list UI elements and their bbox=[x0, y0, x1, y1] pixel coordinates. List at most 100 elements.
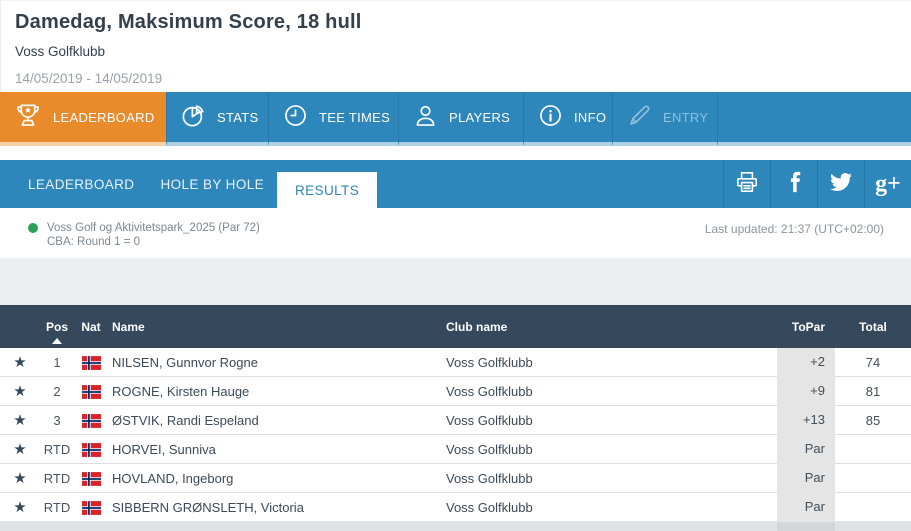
sort-asc-icon bbox=[52, 337, 62, 344]
club-name: Voss Golfklubb bbox=[446, 499, 533, 515]
club-name: Voss Golfklubb bbox=[446, 441, 533, 457]
course-name: Voss Golf og Aktivitetspark_2025 (Par 72… bbox=[47, 222, 260, 234]
page-title: Damedag, Maksimum Score, 18 hull bbox=[15, 11, 362, 33]
table-body: ★ 1 NILSEN, Gunnvor Rogne Voss Golfklubb… bbox=[0, 347, 911, 522]
last-updated: Last updated: 21:37 (UTC+02:00) bbox=[704, 222, 884, 236]
facebook-share-button[interactable] bbox=[770, 160, 817, 208]
googleplus-share-button[interactable]: g+ bbox=[864, 160, 911, 208]
col-topar[interactable]: ToPar bbox=[791, 319, 825, 334]
twitter-share-button[interactable] bbox=[817, 160, 864, 208]
nav-gap bbox=[0, 146, 911, 160]
subtab-results[interactable]: RESULTS bbox=[277, 172, 378, 208]
topar-cell: +2 bbox=[777, 347, 835, 377]
bottom-strip bbox=[0, 522, 911, 531]
table-row[interactable]: ★ RTD SIBBERN GRØNSLETH, Victoria Voss G… bbox=[0, 492, 911, 522]
tab-label: STATS bbox=[217, 109, 259, 125]
date-range: 14/05/2019 - 14/05/2019 bbox=[15, 71, 163, 86]
favorite-star-icon[interactable]: ★ bbox=[13, 469, 27, 487]
col-name[interactable]: Name bbox=[112, 319, 145, 334]
favorite-star-icon[interactable]: ★ bbox=[13, 382, 27, 400]
club-name: Voss Golfklubb bbox=[446, 412, 533, 428]
total-cell: 74 bbox=[865, 354, 881, 370]
position-cell: RTD bbox=[43, 499, 71, 515]
club-name: Voss Golfklubb bbox=[446, 383, 533, 399]
tab-label: PLAYERS bbox=[449, 109, 511, 125]
info-icon bbox=[537, 102, 564, 132]
club-name: Voss Golfklubb bbox=[446, 470, 533, 486]
table-row[interactable]: ★ RTD HORVEI, Sunniva Voss Golfklubb Par bbox=[0, 434, 911, 464]
col-nat[interactable]: Nat bbox=[81, 319, 101, 334]
favorite-star-icon[interactable]: ★ bbox=[13, 411, 27, 429]
col-total[interactable]: Total bbox=[859, 319, 887, 334]
tab-leaderboard[interactable]: LEADERBOARD bbox=[0, 92, 166, 146]
col-pos[interactable]: Pos bbox=[40, 320, 74, 344]
tab-players[interactable]: PLAYERS bbox=[398, 92, 523, 146]
norway-flag-icon bbox=[81, 384, 101, 399]
tab-label: ENTRY bbox=[663, 109, 709, 125]
tab-label: LEADERBOARD bbox=[53, 109, 155, 125]
table-row[interactable]: ★ 1 NILSEN, Gunnvor Rogne Voss Golfklubb… bbox=[0, 347, 911, 377]
table-header: Pos Nat Name Club name ToPar Total bbox=[0, 305, 911, 348]
player-name[interactable]: HOVLAND, Ingeborg bbox=[112, 470, 234, 486]
topar-cell: +13 bbox=[777, 405, 835, 435]
tab-stats[interactable]: STATS bbox=[166, 92, 268, 146]
position-cell: RTD bbox=[43, 470, 71, 486]
sub-nav-spacer bbox=[377, 160, 723, 208]
host-club-name: Voss Golfklubb bbox=[15, 44, 106, 59]
topar-cell: Par bbox=[777, 463, 835, 493]
tab-label: TEE TIMES bbox=[319, 109, 391, 125]
topar-cell: Par bbox=[777, 434, 835, 464]
player-name[interactable]: ØSTVIK, Randi Espeland bbox=[112, 412, 259, 428]
player-name[interactable]: SIBBERN GRØNSLETH, Victoria bbox=[112, 499, 304, 515]
total-cell: 81 bbox=[865, 383, 881, 399]
player-name[interactable]: ROGNE, Kirsten Hauge bbox=[112, 383, 250, 399]
printer-icon bbox=[734, 169, 760, 200]
twitter-icon bbox=[828, 171, 854, 198]
topar-column-shade bbox=[777, 522, 835, 531]
club-name: Voss Golfklubb bbox=[446, 354, 533, 370]
norway-flag-icon bbox=[81, 500, 101, 515]
position-cell: 1 bbox=[53, 354, 61, 370]
table-row[interactable]: ★ 3 ØSTVIK, Randi Espeland Voss Golfklub… bbox=[0, 405, 911, 435]
tournament-header: Damedag, Maksimum Score, 18 hull Voss Go… bbox=[0, 0, 911, 92]
tab-label: INFO bbox=[574, 109, 607, 125]
live-status-dot-icon bbox=[28, 223, 38, 233]
total-cell: 85 bbox=[865, 412, 881, 428]
cba-info: CBA: Round 1 = 0 bbox=[47, 236, 141, 248]
norway-flag-icon bbox=[81, 355, 101, 370]
tab-entry[interactable]: ENTRY bbox=[612, 92, 717, 146]
norway-flag-icon bbox=[81, 471, 101, 486]
favorite-star-icon[interactable]: ★ bbox=[13, 353, 27, 371]
position-cell: 3 bbox=[53, 412, 61, 428]
clock-icon bbox=[282, 102, 309, 132]
tab-tee-times[interactable]: TEE TIMES bbox=[268, 92, 398, 146]
favorite-star-icon[interactable]: ★ bbox=[13, 498, 27, 516]
position-cell: RTD bbox=[43, 441, 71, 457]
col-club[interactable]: Club name bbox=[446, 319, 508, 334]
main-nav: LEADERBOARD STATS TEE TIMES PLAYERS bbox=[0, 92, 911, 146]
favorite-star-icon[interactable]: ★ bbox=[13, 440, 27, 458]
position-cell: 2 bbox=[53, 383, 61, 399]
tab-info[interactable]: INFO bbox=[523, 92, 612, 146]
player-name[interactable]: NILSEN, Gunnvor Rogne bbox=[112, 354, 258, 370]
facebook-icon bbox=[788, 169, 801, 200]
pencil-icon bbox=[626, 102, 653, 132]
table-row[interactable]: ★ RTD HOVLAND, Ingeborg Voss Golfklubb P… bbox=[0, 463, 911, 493]
subtab-leaderboard[interactable]: LEADERBOARD bbox=[28, 176, 135, 192]
stats-pie-icon bbox=[180, 102, 207, 132]
sub-nav-tabs: LEADERBOARD HOLE BY HOLE RESULTS bbox=[0, 160, 378, 208]
status-bar: Voss Golf og Aktivitetspark_2025 (Par 72… bbox=[0, 208, 911, 258]
spacer-band bbox=[0, 258, 911, 305]
player-name[interactable]: HORVEI, Sunniva bbox=[112, 441, 216, 457]
print-button[interactable] bbox=[723, 160, 770, 208]
subtab-hole-by-hole[interactable]: HOLE BY HOLE bbox=[160, 176, 265, 192]
trophy-icon bbox=[13, 102, 43, 132]
topar-cell: +9 bbox=[777, 376, 835, 406]
sub-nav: LEADERBOARD HOLE BY HOLE RESULTS g+ bbox=[0, 160, 911, 208]
topar-cell: Par bbox=[777, 492, 835, 522]
nav-filler bbox=[717, 92, 911, 146]
googleplus-icon: g+ bbox=[875, 171, 901, 197]
table-row[interactable]: ★ 2 ROGNE, Kirsten Hauge Voss Golfklubb … bbox=[0, 376, 911, 406]
norway-flag-icon bbox=[81, 413, 101, 428]
player-icon bbox=[412, 102, 439, 132]
